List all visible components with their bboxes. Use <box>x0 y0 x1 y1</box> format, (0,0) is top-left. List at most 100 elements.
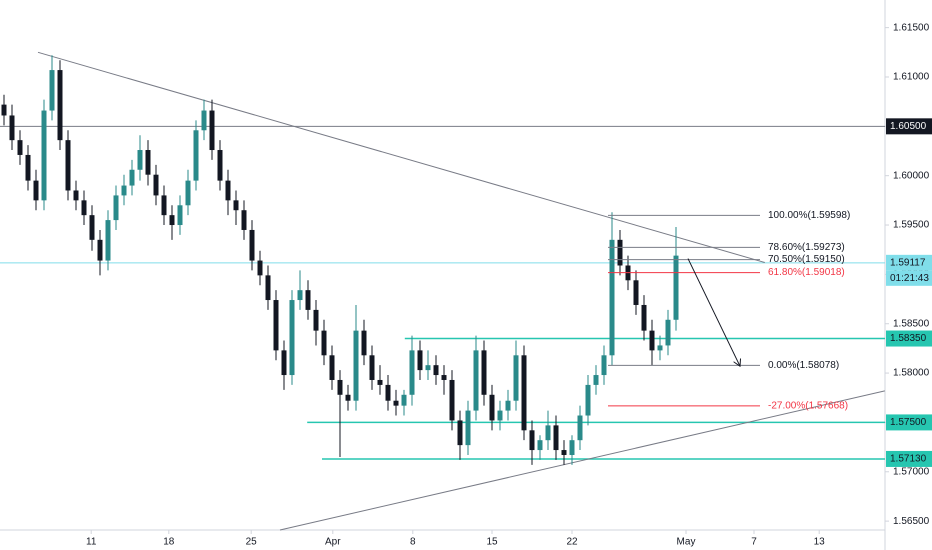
candle-body <box>25 154 31 181</box>
candle-body <box>609 239 615 356</box>
price-label-box <box>886 118 932 135</box>
candle-body <box>297 290 303 301</box>
fib-label: 70.50%(1.59150) <box>768 254 845 265</box>
candle-body <box>361 330 367 356</box>
price-label-box <box>886 414 932 431</box>
candle-body <box>337 379 343 395</box>
candle-body <box>89 215 95 240</box>
candle-body <box>441 375 447 380</box>
candle-body <box>433 365 439 376</box>
candle-body <box>601 355 607 376</box>
x-tick-label: Apr <box>325 537 341 548</box>
candle-body <box>177 205 183 226</box>
x-tick-label: May <box>677 537 696 548</box>
y-tick-label: 1.60000 <box>893 170 930 181</box>
candle-body <box>465 410 471 446</box>
candle-body <box>233 200 239 211</box>
candle-body <box>321 330 327 356</box>
countdown: 01:21:43 <box>890 273 929 284</box>
countdown-box <box>886 270 932 286</box>
candle-body <box>73 190 79 201</box>
candle-body <box>457 420 463 446</box>
candle-body <box>633 280 639 305</box>
candle-body <box>273 300 279 351</box>
price-label: 1.57130 <box>890 454 927 465</box>
candle-body <box>505 400 511 411</box>
x-tick-label: 7 <box>751 537 757 548</box>
price-label: 1.58350 <box>890 333 927 344</box>
price-label-box <box>886 254 932 271</box>
candle-body <box>289 300 295 376</box>
candle-body <box>113 195 119 221</box>
candle-body <box>65 140 71 191</box>
candle-body <box>169 215 175 226</box>
x-tick-label: 11 <box>86 537 97 548</box>
candle-body <box>313 309 319 331</box>
candle-body <box>473 350 479 411</box>
fib-label: 78.60%(1.59273) <box>768 242 845 253</box>
candle-body <box>201 110 207 131</box>
price-label: 1.57500 <box>890 417 927 428</box>
candle-body <box>193 130 199 181</box>
y-tick-label: 1.59500 <box>893 220 930 231</box>
candle-body <box>105 220 111 261</box>
candle-body <box>409 350 415 395</box>
candle-body <box>529 430 535 451</box>
candle-body <box>649 330 655 351</box>
candle-body <box>553 425 559 451</box>
candle-body <box>385 384 391 401</box>
candle-body <box>481 350 487 395</box>
candle-body <box>345 394 351 401</box>
candle-body <box>249 229 255 261</box>
fib-label: 0.00%(1.58078) <box>768 360 839 371</box>
y-tick-label: 1.58000 <box>893 368 930 379</box>
candle-body <box>537 440 543 451</box>
candle-body <box>1 104 7 116</box>
candle-body <box>401 394 407 406</box>
candle-body <box>81 200 87 216</box>
candle-body <box>545 425 551 441</box>
candle-body <box>49 70 55 111</box>
candle-body <box>161 195 167 216</box>
candle-body <box>281 350 287 376</box>
candle-body <box>353 330 359 401</box>
candle-body <box>265 275 271 301</box>
x-tick-label: 18 <box>163 537 175 548</box>
candle-body <box>257 260 263 276</box>
candle-body <box>305 290 311 310</box>
candle-body <box>561 450 567 455</box>
candle-body <box>521 355 527 431</box>
y-tick-label: 1.56500 <box>893 516 930 527</box>
x-tick-label: 8 <box>410 537 416 548</box>
y-tick-label: 1.61500 <box>893 22 930 33</box>
candle-body <box>9 115 15 141</box>
price-label: 1.60500 <box>890 121 927 132</box>
y-tick-label: 1.58500 <box>893 318 930 329</box>
candle-body <box>425 365 431 371</box>
candle-body <box>57 70 63 141</box>
candle-body <box>577 415 583 441</box>
candle-body <box>217 150 223 181</box>
x-tick-label: 15 <box>486 537 498 548</box>
trendline <box>279 390 885 531</box>
price-label: 1.59117 <box>890 257 926 268</box>
fib-label: 100.00%(1.59598) <box>768 210 850 221</box>
price-label-box <box>886 450 932 467</box>
candle-body <box>665 319 671 346</box>
price-label-box <box>886 330 932 347</box>
candle-body <box>449 379 455 421</box>
x-tick-label: 22 <box>566 537 578 548</box>
fib-label: 61.80%(1.59018) <box>768 267 845 278</box>
candle-body <box>97 239 103 261</box>
x-tick-label: 25 <box>246 537 258 548</box>
candle-body <box>185 180 191 206</box>
candle-body <box>673 255 679 320</box>
candle-body <box>241 210 247 230</box>
arrow <box>687 258 740 367</box>
candle-body <box>593 375 599 385</box>
candle-body <box>513 355 519 401</box>
candle-body <box>617 239 623 266</box>
candle-body <box>121 185 127 196</box>
candle-body <box>377 379 383 385</box>
